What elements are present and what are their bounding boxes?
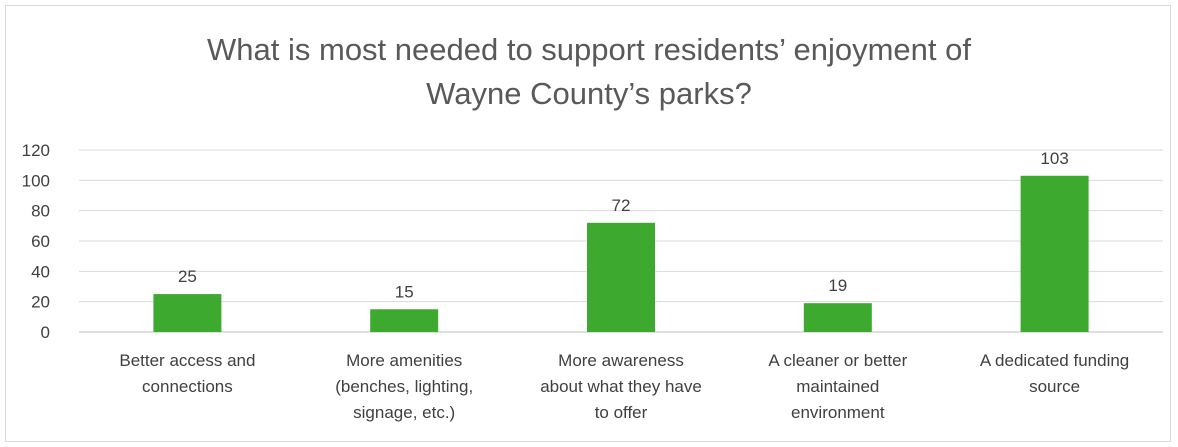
y-tick-label: 120 — [22, 141, 50, 160]
y-tick-label: 20 — [31, 293, 50, 312]
y-tick-label: 0 — [41, 323, 50, 342]
y-tick-label: 100 — [22, 171, 50, 190]
data-label: 72 — [612, 196, 631, 215]
x-category-label: Better access and — [119, 351, 255, 370]
x-category-label: environment — [791, 403, 885, 422]
x-category-label: maintained — [796, 377, 879, 396]
x-category-label: (benches, lighting, — [335, 377, 473, 396]
x-category-label: A cleaner or better — [768, 351, 907, 370]
chart-title: What is most needed to support residents… — [0, 28, 1178, 116]
y-tick-label: 60 — [31, 232, 50, 251]
data-label: 15 — [395, 282, 414, 301]
data-label: 103 — [1040, 149, 1068, 168]
x-category-label: A dedicated funding — [980, 351, 1129, 370]
x-category-label: source — [1029, 377, 1080, 396]
x-category-label: about what they have — [540, 377, 702, 396]
y-tick-label: 40 — [31, 262, 50, 281]
x-category-label: More amenities — [346, 351, 462, 370]
x-category-label: signage, etc.) — [353, 403, 455, 422]
chart-title-line-2: Wayne County’s parks? — [426, 76, 752, 111]
y-tick-label: 80 — [31, 202, 50, 221]
bar — [1020, 175, 1089, 332]
data-label: 25 — [178, 267, 197, 286]
x-category-label: More awareness — [558, 351, 684, 370]
bar — [803, 303, 872, 332]
chart-title-line-1: What is most needed to support residents… — [207, 32, 971, 67]
x-category-label: connections — [142, 377, 233, 396]
bar — [370, 309, 439, 332]
bar — [153, 294, 222, 332]
x-category-label: to offer — [595, 403, 648, 422]
bar — [587, 222, 655, 332]
data-label: 19 — [828, 276, 847, 295]
